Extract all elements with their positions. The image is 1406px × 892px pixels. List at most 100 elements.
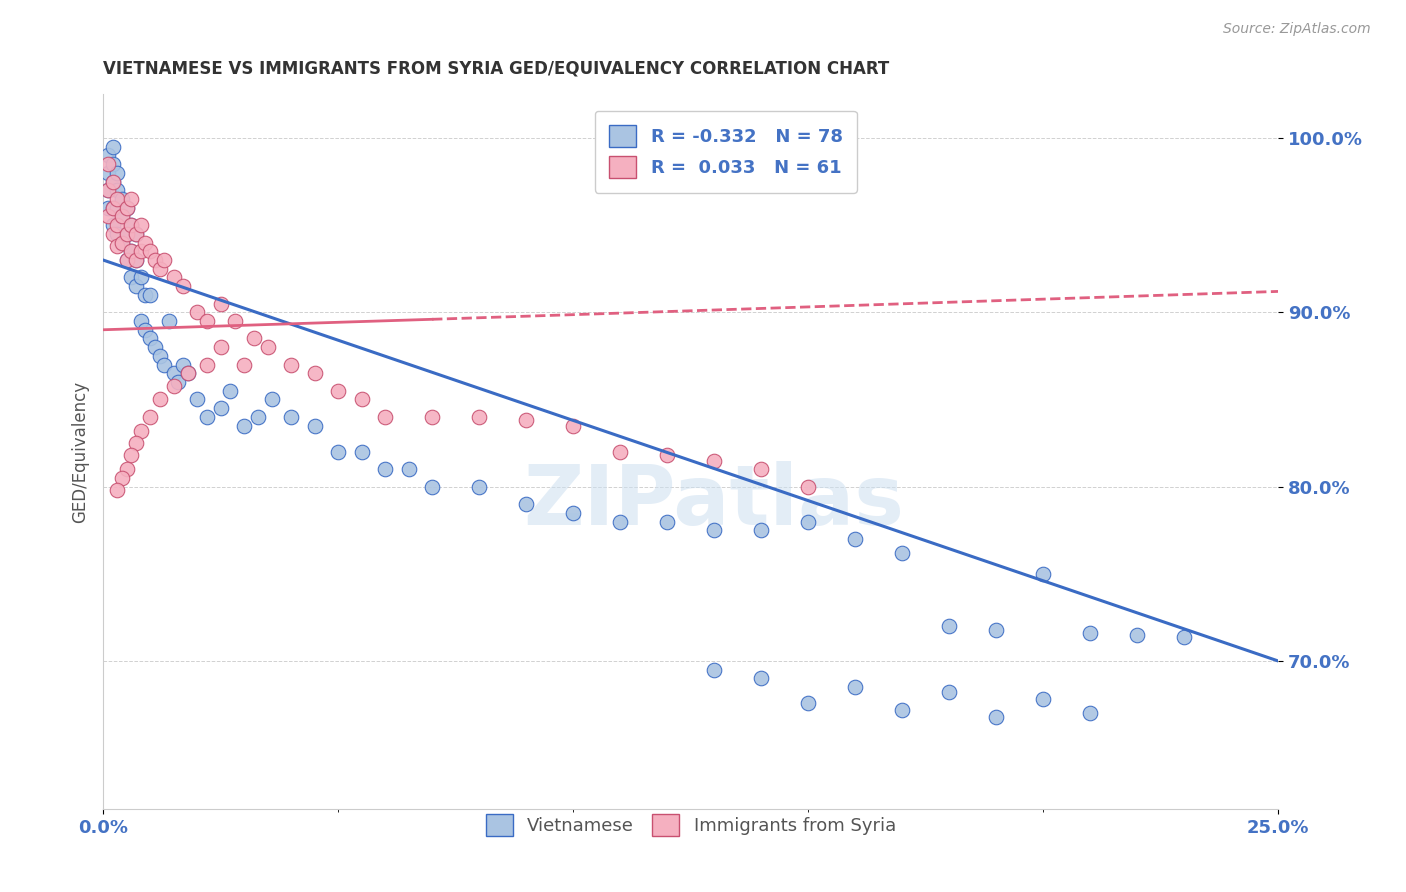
Point <box>162 378 184 392</box>
Point <box>167 375 190 389</box>
Point <box>139 244 162 259</box>
Point <box>125 253 148 268</box>
Point <box>280 409 302 424</box>
Point <box>609 444 631 458</box>
Point <box>105 192 128 206</box>
Point <box>111 210 134 224</box>
Point <box>97 183 120 197</box>
Point <box>515 497 537 511</box>
Point <box>125 436 148 450</box>
Point <box>262 392 284 407</box>
Point <box>101 227 124 241</box>
Point <box>120 448 142 462</box>
Point <box>195 314 218 328</box>
Point <box>153 358 176 372</box>
Point <box>115 227 138 241</box>
Point <box>938 685 960 699</box>
Point <box>984 623 1007 637</box>
Legend: Vietnamese, Immigrants from Syria: Vietnamese, Immigrants from Syria <box>478 806 903 843</box>
Point <box>162 367 184 381</box>
Point <box>105 183 128 197</box>
Point <box>326 444 349 458</box>
Point <box>209 340 232 354</box>
Point <box>97 166 120 180</box>
Point <box>157 314 180 328</box>
Point <box>562 506 585 520</box>
Point <box>177 367 200 381</box>
Point <box>1078 706 1101 721</box>
Point <box>350 392 373 407</box>
Point <box>304 367 326 381</box>
Point <box>749 462 772 476</box>
Point <box>120 270 142 285</box>
Point <box>398 462 420 476</box>
Point <box>844 532 866 546</box>
Point <box>1032 692 1054 706</box>
Point <box>374 409 396 424</box>
Point <box>209 296 232 310</box>
Point <box>134 235 156 250</box>
Point <box>101 139 124 153</box>
Point <box>129 244 152 259</box>
Point <box>115 227 138 241</box>
Point <box>101 157 124 171</box>
Point <box>97 183 120 197</box>
Point <box>143 340 166 354</box>
Point <box>115 201 138 215</box>
Point <box>101 218 124 232</box>
Point <box>515 413 537 427</box>
Point <box>139 288 162 302</box>
Point <box>139 409 162 424</box>
Point <box>105 201 128 215</box>
Point <box>186 305 208 319</box>
Point <box>703 663 725 677</box>
Point <box>129 218 152 232</box>
Text: Source: ZipAtlas.com: Source: ZipAtlas.com <box>1223 22 1371 37</box>
Point <box>256 340 278 354</box>
Point <box>129 270 152 285</box>
Point <box>148 261 170 276</box>
Point <box>148 392 170 407</box>
Point <box>1078 626 1101 640</box>
Point <box>111 235 134 250</box>
Point <box>115 253 138 268</box>
Point <box>326 384 349 398</box>
Point <box>120 218 142 232</box>
Point <box>224 314 246 328</box>
Point <box>177 367 200 381</box>
Y-axis label: GED/Equivalency: GED/Equivalency <box>72 381 89 523</box>
Point <box>105 239 128 253</box>
Point <box>115 462 138 476</box>
Point <box>115 201 138 215</box>
Point <box>172 279 194 293</box>
Point <box>304 418 326 433</box>
Point <box>125 227 148 241</box>
Text: ZIPatlas: ZIPatlas <box>523 461 904 542</box>
Point <box>105 227 128 241</box>
Point <box>797 696 820 710</box>
Point <box>153 253 176 268</box>
Point <box>120 244 142 259</box>
Point <box>115 253 138 268</box>
Point <box>97 201 120 215</box>
Point <box>120 218 142 232</box>
Point <box>749 523 772 537</box>
Point <box>703 523 725 537</box>
Point <box>134 323 156 337</box>
Point <box>125 279 148 293</box>
Point <box>350 444 373 458</box>
Point <box>129 424 152 438</box>
Point <box>468 409 491 424</box>
Point <box>233 418 256 433</box>
Point <box>134 288 156 302</box>
Point <box>209 401 232 416</box>
Point <box>120 192 142 206</box>
Point <box>280 358 302 372</box>
Point <box>105 166 128 180</box>
Point <box>844 680 866 694</box>
Point <box>374 462 396 476</box>
Point <box>101 201 124 215</box>
Point <box>219 384 242 398</box>
Point <box>125 253 148 268</box>
Point <box>125 227 148 241</box>
